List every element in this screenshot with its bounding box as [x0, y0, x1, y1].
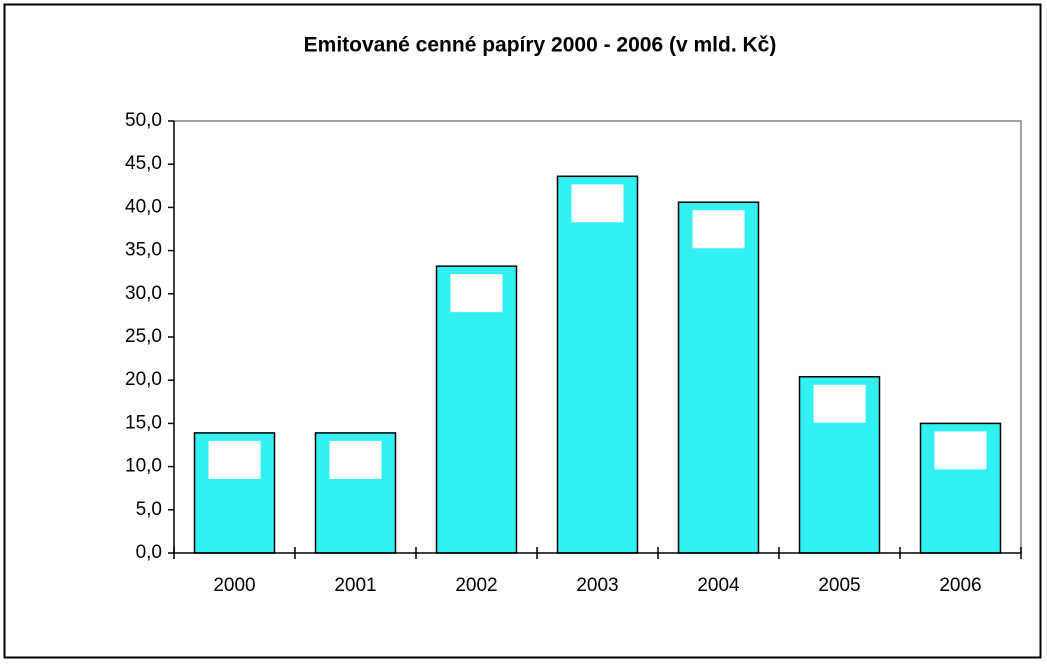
y-tick-label: 20,0	[125, 369, 162, 390]
x-tick-label: 2005	[818, 575, 860, 596]
label-box	[813, 384, 866, 423]
y-tick-label: 25,0	[125, 326, 162, 347]
y-tick-label: 10,0	[125, 456, 162, 477]
chart-title: Emitované cenné papíry 2000 - 2006 (v ml…	[304, 34, 777, 57]
y-tick-label: 45,0	[125, 153, 162, 174]
y-tick-label: 30,0	[125, 283, 162, 304]
bar	[435, 265, 518, 554]
y-tick-label: 50,0	[125, 110, 162, 131]
label-box	[692, 210, 745, 249]
y-tick-label: 5,0	[136, 499, 162, 520]
y-tick-label: 35,0	[125, 240, 162, 261]
label-box	[571, 184, 624, 223]
x-tick-label: 2003	[576, 575, 618, 596]
label-box	[329, 440, 382, 479]
y-tick-label: 15,0	[125, 412, 162, 433]
y-tick-label: 40,0	[125, 196, 162, 217]
label-box	[450, 274, 503, 313]
y-tick-label: 0,0	[136, 542, 162, 563]
plot-border	[174, 120, 1022, 553]
x-tick-label: 2002	[455, 575, 497, 596]
bar	[677, 201, 760, 554]
label-box	[208, 440, 261, 479]
bar	[556, 175, 639, 554]
x-tick-label: 2006	[939, 575, 981, 596]
x-tick-label: 2004	[697, 575, 740, 596]
x-tick-label: 2000	[213, 575, 255, 596]
label-box	[934, 431, 987, 470]
x-tick-label: 2001	[334, 575, 376, 596]
